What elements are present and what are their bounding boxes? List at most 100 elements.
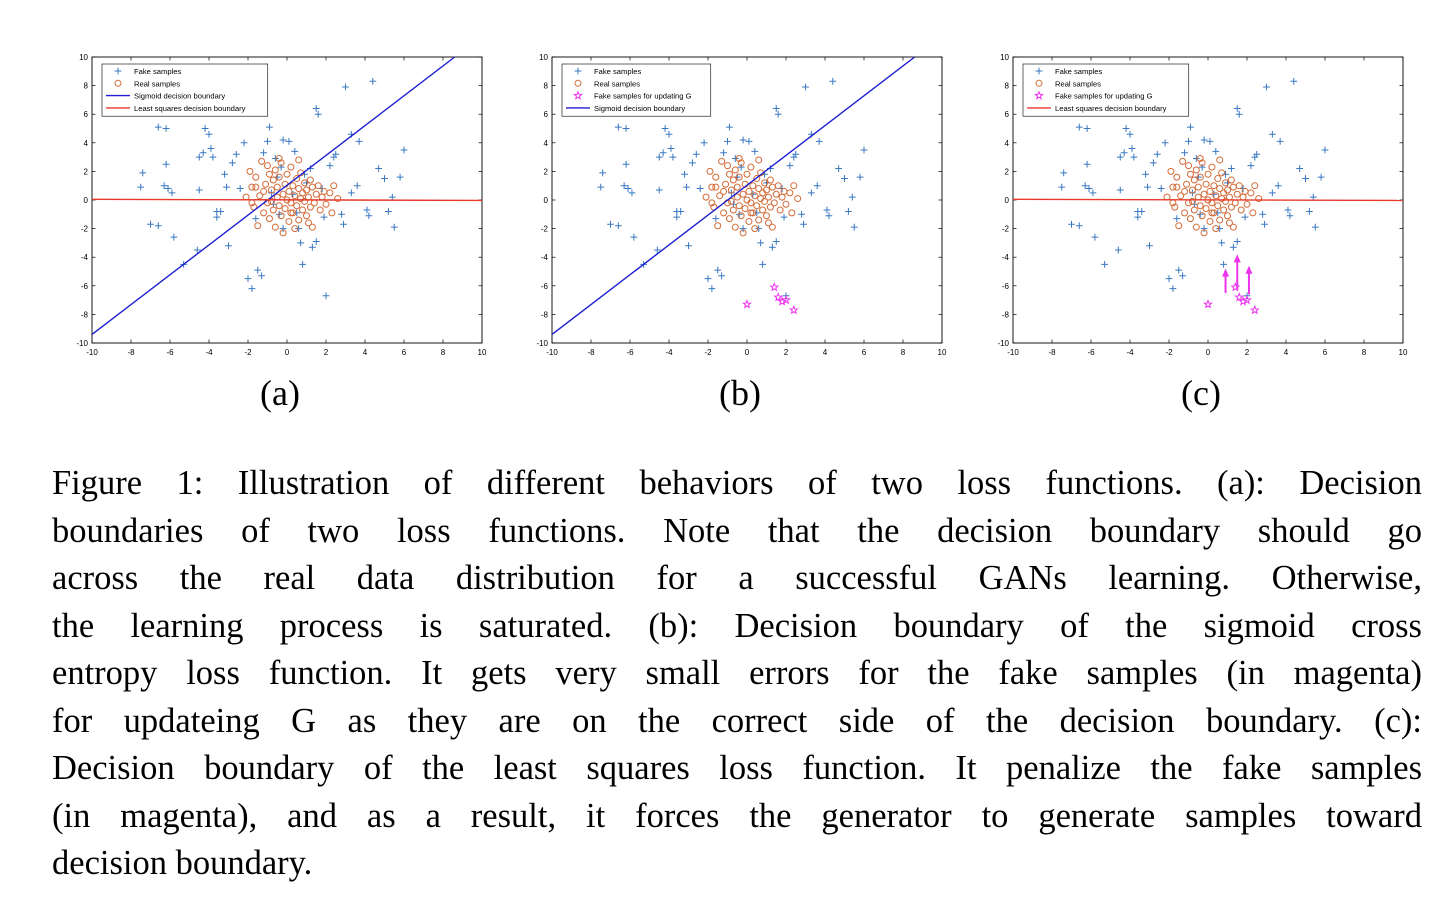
real-sample-point <box>1181 209 1189 217</box>
fake-sample-point <box>737 163 745 171</box>
fake-sample-point <box>726 123 733 131</box>
real-sample-point <box>254 222 262 230</box>
real-sample-point <box>1214 202 1222 210</box>
fake-sample-point <box>162 160 170 168</box>
fake-sample-point <box>1220 260 1227 268</box>
legend-entry-label: Fake samples <box>1055 67 1102 76</box>
fake-sample-point <box>677 208 685 215</box>
fake-sample-point <box>221 170 228 178</box>
fake-sample-point <box>147 220 154 228</box>
fake-sample-point <box>1218 239 1226 247</box>
fake-sample-point <box>1233 238 1241 245</box>
y-tick-label: 8 <box>1005 82 1010 91</box>
real-sample-point <box>766 176 774 184</box>
x-tick-label: 4 <box>363 348 368 357</box>
real-sample-point <box>1185 162 1192 170</box>
sigmoid-boundary-line <box>92 57 456 335</box>
real-sample-point <box>1255 195 1263 203</box>
y-tick-label: -4 <box>1002 253 1010 262</box>
fake-sample-point <box>712 215 720 222</box>
real-sample-point <box>1179 157 1187 165</box>
fake-sample-point <box>1081 182 1089 190</box>
fake-sample-point <box>700 139 708 147</box>
fake-sample-point <box>780 213 788 221</box>
real-sample-point <box>275 173 283 181</box>
y-tick-label: 4 <box>84 139 89 148</box>
real-sample-point <box>1173 173 1181 181</box>
x-tick-label: 2 <box>324 348 329 357</box>
fake-sample-point <box>1134 213 1142 221</box>
fake-sample-point <box>759 260 766 268</box>
real-sample-point <box>1233 190 1241 198</box>
real-sample-point <box>720 187 728 195</box>
fake-sample-point <box>755 225 763 232</box>
fake-sample-point <box>1138 208 1146 215</box>
fake-sample-point <box>735 210 743 218</box>
fake-sample-point <box>661 125 669 132</box>
real-sample-point <box>716 192 724 200</box>
fake-sample-point <box>271 155 279 162</box>
fake-sample-point <box>1144 183 1151 191</box>
real-sample-point <box>741 205 749 213</box>
fake-sample-point <box>1142 170 1149 178</box>
fake-sample-point <box>1122 125 1130 132</box>
fake-sample-point <box>1228 165 1235 172</box>
caption-line: Decision boundary of the least squares l… <box>52 749 1422 787</box>
real-sample-point <box>788 209 796 217</box>
y-tick-label: 2 <box>1005 167 1010 176</box>
legend-entry-label: Real samples <box>1055 79 1101 88</box>
plot-area <box>1013 77 1403 315</box>
real-sample-point <box>1183 180 1191 188</box>
fake-sample-point <box>388 193 396 201</box>
fake-sample-point <box>1222 170 1229 178</box>
least-squares-boundary-line <box>92 198 482 202</box>
magenta-sample-point <box>1242 294 1252 305</box>
magenta-sample-point <box>788 304 799 315</box>
legend-entry-label: Fake samples for updating G <box>594 92 692 101</box>
real-sample-point <box>328 209 336 217</box>
real-sample-point <box>712 183 720 191</box>
fake-sample-point <box>308 243 316 251</box>
fake-sample-point <box>1153 150 1161 158</box>
fake-sample-point <box>385 208 392 215</box>
fake-sample-point <box>205 130 213 138</box>
x-tick-label: -10 <box>546 348 558 357</box>
real-sample-point <box>1188 197 1196 205</box>
real-sample-point <box>281 205 289 213</box>
fake-sample-point <box>620 182 628 190</box>
fake-sample-point <box>240 139 248 147</box>
fake-sample-point <box>1196 210 1204 218</box>
y-tick-label: -6 <box>1002 282 1010 291</box>
fake-sample-point <box>381 175 388 182</box>
fake-sample-point <box>213 213 221 221</box>
update-arrow-head <box>1233 254 1241 263</box>
real-sample-point <box>1251 182 1259 190</box>
fake-sample-point <box>718 272 726 280</box>
fake-sample-point <box>340 220 347 228</box>
real-sample-point <box>277 212 285 220</box>
caption-line: across the real data distribution for a … <box>52 559 1422 597</box>
real-sample-point <box>714 222 722 230</box>
fake-sample-point <box>1311 223 1319 231</box>
real-sample-point <box>1224 186 1231 194</box>
y-tick-label: -4 <box>541 253 549 262</box>
y-tick-label: 2 <box>544 167 549 176</box>
real-sample-point <box>1190 206 1198 214</box>
y-tick-label: 10 <box>1000 53 1009 62</box>
fake-sample-point <box>1286 212 1294 220</box>
real-sample-point <box>1210 182 1218 190</box>
fake-sample-point <box>772 105 780 112</box>
legend-marker-real <box>574 79 582 87</box>
fake-sample-point <box>1181 149 1188 157</box>
fake-sample-point <box>1130 153 1138 161</box>
fake-sample-point <box>1114 246 1122 254</box>
fake-sample-point <box>195 186 203 194</box>
fake-sample-point <box>807 189 815 197</box>
real-sample-point <box>790 182 798 190</box>
y-tick-label: -4 <box>81 253 89 262</box>
real-sample-point <box>248 183 256 191</box>
y-tick-label: 8 <box>84 82 89 91</box>
real-sample-point <box>727 186 735 194</box>
fake-sample-point <box>1241 213 1249 221</box>
fake-sample-point <box>1089 189 1097 197</box>
